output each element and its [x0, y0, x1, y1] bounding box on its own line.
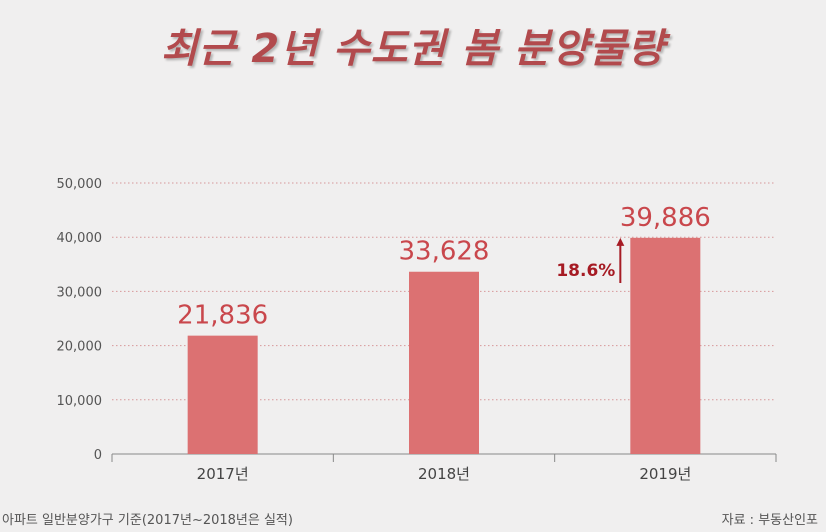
data-label: 33,628 — [399, 237, 490, 267]
data-label: 21,836 — [177, 301, 268, 331]
x-tick-label: 2018년 — [418, 465, 470, 483]
growth-arrowhead — [616, 237, 625, 246]
bar-2017년 — [187, 335, 258, 454]
y-tick-label: 50,000 — [57, 177, 103, 192]
bar-2018년 — [409, 271, 479, 454]
data-label: 39,886 — [620, 203, 711, 233]
chart-title: 최근 2년 수도권 봄 분양물량 — [160, 26, 666, 72]
footnote: 아파트 일반분양가구 기준(2017년~2018년은 실적) — [2, 513, 293, 528]
y-tick-label: 20,000 — [57, 340, 103, 355]
y-tick-label: 0 — [94, 448, 102, 463]
x-tick-label: 2017년 — [197, 465, 249, 483]
bar-2019년 — [630, 237, 701, 454]
y-tick-label: 40,000 — [57, 231, 103, 246]
source-note: 자료 : 부동산인포 — [721, 513, 818, 528]
y-tick-label: 10,000 — [57, 394, 103, 409]
growth-label: 18.6% — [556, 261, 615, 281]
y-tick-label: 30,000 — [57, 285, 103, 300]
x-tick-label: 2019년 — [639, 465, 691, 483]
